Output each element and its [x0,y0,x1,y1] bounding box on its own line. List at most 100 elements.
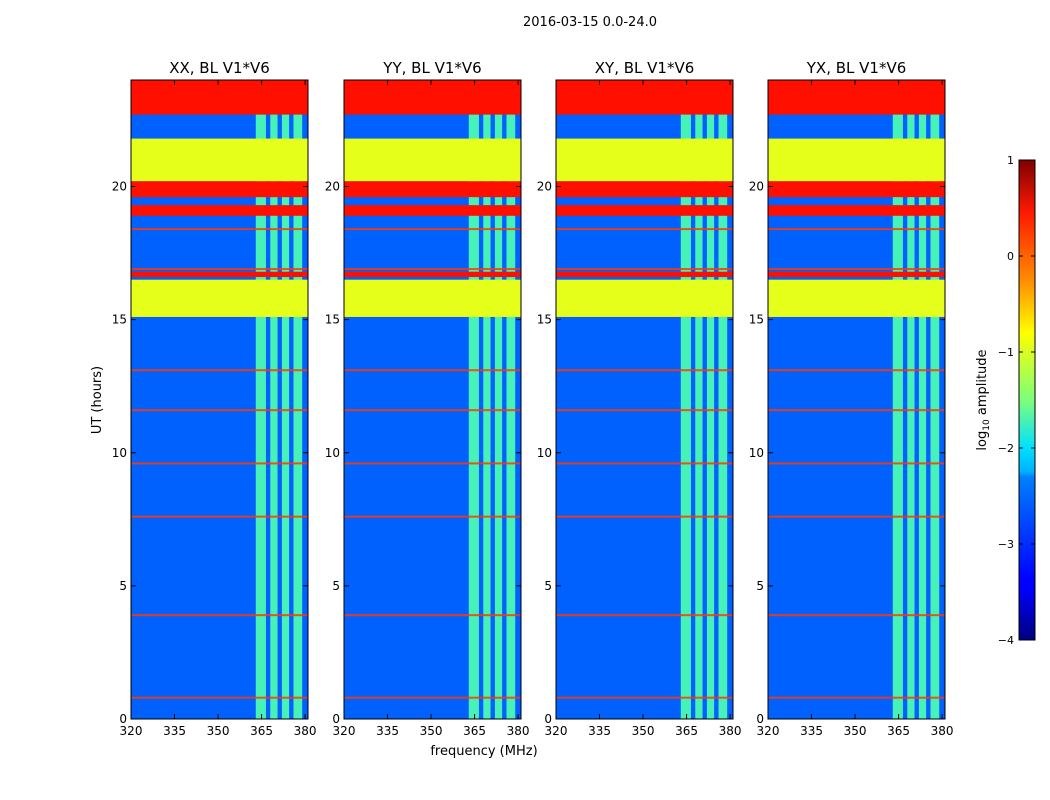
rfi-channel-1 [468,109,479,719]
rfi-line-6 [131,369,308,372]
rfi-line-8 [344,228,521,231]
x-tick-label: 320 [333,724,356,738]
rfi-line-4 [556,462,733,465]
y-tick-label: 15 [325,313,340,327]
flagged-band-4 [344,271,521,278]
rfi-line-4 [131,462,308,465]
panel-title: XX, BL V1*V6 [169,59,270,77]
y-tick-label: 15 [749,313,764,327]
rfi-line-2 [131,614,308,617]
x-tick-label: 365 [463,724,486,738]
panels: XX, BL V1*V6 320 335 350 365 380 0 5 10 15 20 YY, B… [112,59,954,738]
rfi-channel-3 [706,109,715,719]
flagged-band-1 [131,80,308,115]
flagged-band-1 [556,80,733,115]
x-tick-label: 365 [250,724,273,738]
rfi-channel-2 [695,109,703,719]
rfi-channel-2 [907,109,915,719]
colorbar-tick-label: −3 [998,538,1014,551]
y-tick-label: 20 [112,180,127,194]
flagged-band-6 [344,279,521,317]
x-tick-label: 380 [931,724,954,738]
y-tick-label: 10 [112,446,127,460]
rfi-line-3 [131,515,308,518]
rfi-line-3 [344,515,521,518]
y-tick-label: 10 [325,446,340,460]
colorbar-label-suffix: amplitude [975,349,990,419]
y-tick-label: 20 [537,180,552,194]
flagged-band-2 [344,181,521,198]
y-tick-label: 20 [325,180,340,194]
panel-plot-area [768,80,945,719]
y-tick-label: 15 [112,313,127,327]
rfi-channel-3 [281,109,290,719]
rfi-line-5 [768,409,945,412]
colorbar-gradient [1018,159,1036,641]
flagged-band-2 [768,181,945,198]
x-tick-label: 350 [844,724,867,738]
rfi-channel-2 [270,109,278,719]
y-tick-label: 0 [756,712,764,726]
panel-title: YY, BL V1*V6 [382,59,481,77]
rfi-line-2 [556,614,733,617]
flagged-band-3 [768,205,945,216]
flagged-band-3 [556,205,733,216]
panel-frame [555,79,734,720]
rfi-line-7 [131,268,308,271]
colorbar-label-prefix: log [975,431,990,451]
panel-1: XX, BL V1*V6 320 335 350 365 380 0 5 10 15 20 [112,59,317,738]
flagged-band-5 [556,138,733,182]
colorbar-tick-label: 1 [1007,154,1014,167]
x-axis-label: frequency (MHz) [430,744,537,759]
rfi-channel-3 [918,109,927,719]
panel-plot-area [556,80,733,719]
rfi-line-1 [556,696,733,699]
rfi-channel-4 [506,109,516,719]
rfi-line-8 [556,228,733,231]
x-tick-label: 335 [588,724,611,738]
rfi-line-7 [556,268,733,271]
rfi-line-7 [344,268,521,271]
x-tick-label: 335 [163,724,186,738]
y-tick-label: 0 [544,712,552,726]
flagged-band-3 [131,205,308,216]
colorbar-tick-label: 0 [1007,250,1014,263]
x-tick-label: 380 [507,724,530,738]
panel-2: YY, BL V1*V6 320 335 350 365 380 0 5 10 15 20 [325,59,530,738]
rfi-channel-1 [892,109,903,719]
rfi-line-4 [344,462,521,465]
y-tick-label: 20 [749,180,764,194]
rfi-channel-1 [680,109,691,719]
x-tick-label: 335 [800,724,823,738]
rfi-channel-4 [930,109,940,719]
flagged-band-5 [344,138,521,182]
x-tick-label: 335 [376,724,399,738]
panel-plot-area [131,80,308,719]
x-tick-label: 380 [719,724,742,738]
rfi-line-2 [768,614,945,617]
colorbar-label-subscript: 10 [982,419,992,431]
y-tick-label: 0 [332,712,340,726]
rfi-line-5 [344,409,521,412]
colorbar-label: log10 amplitude [975,349,992,450]
y-tick-label: 10 [537,446,552,460]
rfi-channel-1 [255,109,266,719]
rfi-channel-4 [718,109,728,719]
flagged-band-4 [768,271,945,278]
x-tick-label: 365 [887,724,910,738]
y-tick-label: 5 [756,579,764,593]
colorbar-tick-label: −4 [998,634,1014,647]
flagged-band-2 [131,181,308,198]
rfi-line-7 [768,268,945,271]
rfi-line-1 [768,696,945,699]
y-tick-label: 5 [332,579,340,593]
panel-3: XY, BL V1*V6 320 335 350 365 380 0 5 10 15 20 [537,59,742,738]
x-tick-label: 365 [675,724,698,738]
panel-title: YX, BL V1*V6 [806,59,907,77]
flagged-band-4 [131,271,308,278]
rfi-line-2 [344,614,521,617]
y-axis-label: UT (hours) [90,366,105,434]
rfi-line-6 [344,369,521,372]
y-tick-label: 0 [119,712,127,726]
y-tick-label: 5 [544,579,552,593]
